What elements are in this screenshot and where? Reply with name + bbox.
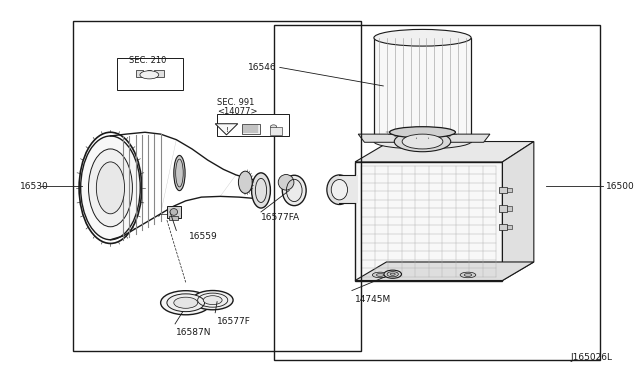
Text: 16500: 16500 [606, 182, 635, 190]
Ellipse shape [270, 125, 276, 129]
Ellipse shape [81, 136, 140, 240]
Ellipse shape [332, 180, 348, 200]
Ellipse shape [376, 273, 384, 276]
Ellipse shape [174, 297, 198, 308]
Bar [355, 162, 502, 280]
Ellipse shape [140, 71, 159, 79]
Text: SEC. 991: SEC. 991 [217, 98, 255, 107]
Ellipse shape [239, 171, 252, 193]
Ellipse shape [464, 273, 472, 276]
Text: J165026L: J165026L [570, 353, 612, 362]
Ellipse shape [390, 127, 456, 138]
Ellipse shape [167, 294, 205, 312]
Bar [499, 187, 507, 193]
Bar [499, 205, 507, 212]
Text: <14077>: <14077> [217, 108, 257, 116]
Ellipse shape [252, 173, 270, 208]
Ellipse shape [278, 174, 294, 190]
Ellipse shape [97, 162, 125, 214]
Bar [241, 124, 260, 134]
Ellipse shape [374, 134, 471, 149]
Polygon shape [358, 134, 490, 142]
Polygon shape [355, 262, 534, 280]
Ellipse shape [327, 175, 352, 205]
Polygon shape [355, 141, 534, 162]
Ellipse shape [170, 209, 177, 215]
Bar [116, 58, 182, 90]
Ellipse shape [387, 272, 398, 277]
Ellipse shape [161, 291, 211, 315]
Bar [507, 206, 512, 211]
Ellipse shape [374, 29, 471, 46]
Ellipse shape [390, 273, 396, 275]
Bar [170, 217, 178, 220]
Bar [507, 225, 512, 230]
Ellipse shape [402, 134, 443, 149]
Ellipse shape [88, 149, 132, 227]
Bar [73, 21, 362, 351]
Text: 16546: 16546 [248, 63, 276, 72]
Bar [136, 70, 143, 77]
Ellipse shape [174, 155, 185, 190]
Ellipse shape [384, 270, 401, 278]
Ellipse shape [192, 291, 233, 310]
Text: 16577F: 16577F [217, 317, 251, 326]
Bar [374, 38, 471, 141]
Bar [339, 175, 358, 203]
Bar [499, 224, 507, 231]
Ellipse shape [282, 175, 306, 206]
Text: SEC. 210: SEC. 210 [129, 56, 166, 65]
Bar [167, 206, 180, 218]
Text: 14745M: 14745M [355, 295, 391, 304]
Text: ⊗: ⊗ [145, 69, 154, 79]
Bar [217, 114, 289, 136]
Text: 16559: 16559 [189, 231, 218, 241]
Ellipse shape [394, 131, 451, 152]
Text: 16530: 16530 [19, 182, 48, 190]
Text: 16577FA: 16577FA [261, 213, 300, 222]
Bar [154, 70, 164, 77]
Polygon shape [502, 141, 534, 280]
Ellipse shape [372, 272, 388, 278]
Ellipse shape [460, 272, 476, 278]
Text: !: ! [226, 127, 228, 133]
Bar [270, 127, 282, 135]
Polygon shape [215, 124, 238, 135]
Text: 16587N: 16587N [176, 328, 212, 337]
Ellipse shape [204, 296, 222, 305]
Bar [273, 25, 600, 360]
Bar [507, 188, 512, 192]
